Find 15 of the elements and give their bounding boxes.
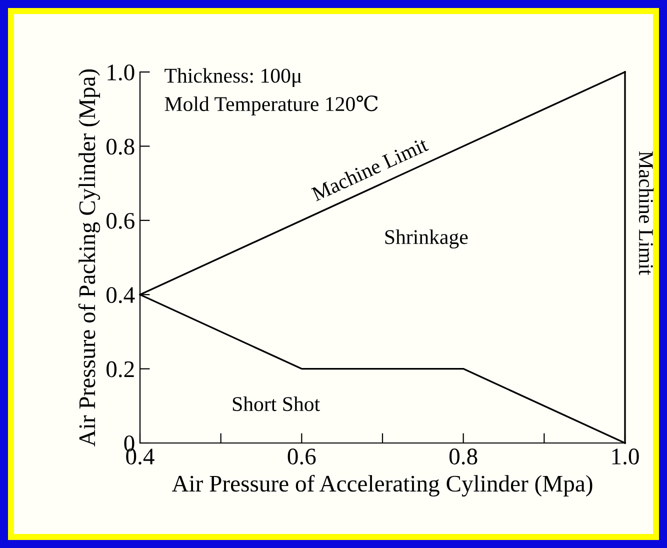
x-axis-title: Air Pressure of Accelerating Cylinder (Mpa) <box>172 474 592 497</box>
y-tick-label: 1.0 <box>108 64 134 81</box>
y-tick-label: 0.6 <box>106 212 134 229</box>
annotation: Thickness: 100μ <box>164 68 302 88</box>
annotation: Shrinkage <box>385 229 468 248</box>
annotation: Short Shot <box>232 396 320 412</box>
y-tick-label: 0.8 <box>106 138 134 155</box>
y-tick-label: 0.4 <box>106 287 135 304</box>
y-tick-label: 0.2 <box>106 361 134 378</box>
x-tick-label: 0.8 <box>449 448 478 465</box>
x-tick-label: 0.6 <box>288 448 316 465</box>
annotation: Mold Temperature 120℃ <box>164 95 378 116</box>
y-axis-title: Air Pressure of Packing Cylinder (Mpa) <box>78 69 100 446</box>
ref-line-label: Machine Limit <box>638 151 654 276</box>
x-tick-label: 1.0 <box>612 448 639 465</box>
